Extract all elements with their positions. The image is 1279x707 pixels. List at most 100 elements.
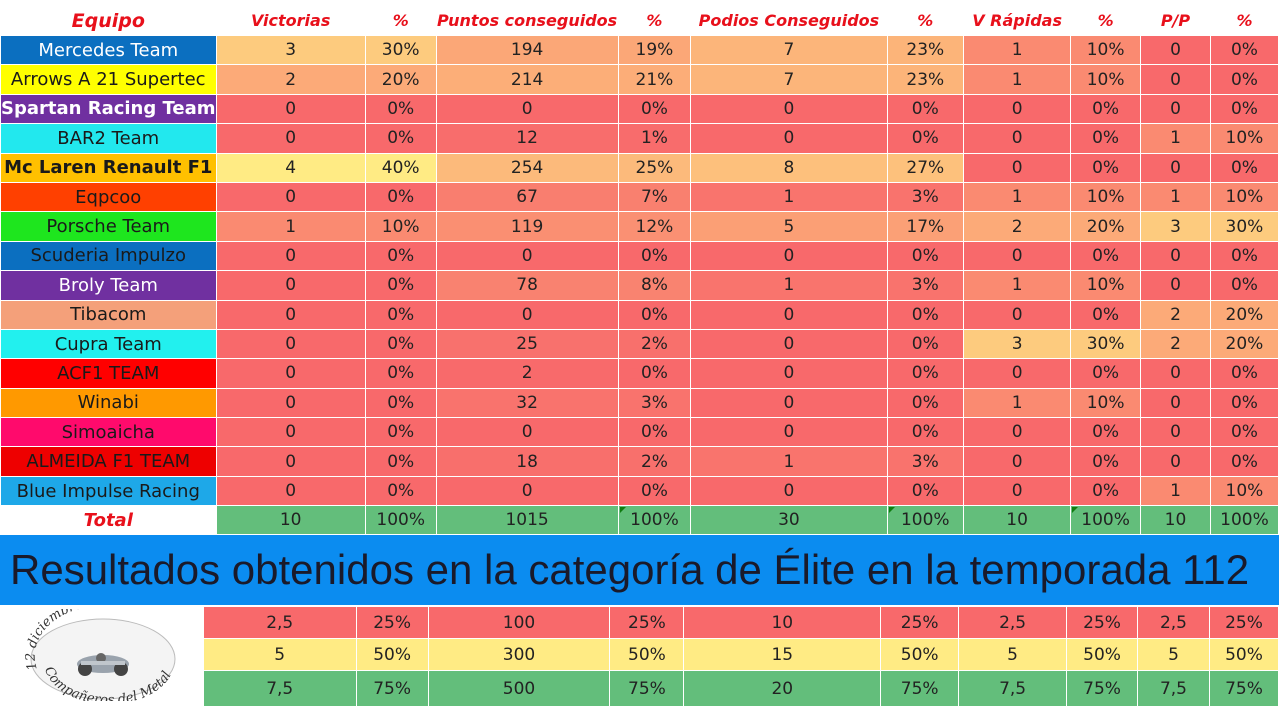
stat-cell: 0 — [690, 358, 888, 389]
team-row: Arrows A 21 Supertec 2 20% 214 21% 7 23% 1 10% 0 0… — [0, 64, 1279, 95]
stat-cell: 0 — [963, 475, 1072, 507]
stat-cell: 30% — [364, 34, 437, 66]
stat-cell: 78 — [435, 270, 619, 301]
stat-cell: 0% — [1209, 93, 1279, 125]
legend-row: 12 diciembre 2017Compañeros del Metal 2,5… — [0, 606, 1279, 707]
stat-cell: 254 — [435, 152, 619, 183]
legend-cell: 50% — [1208, 638, 1279, 671]
stat-cell: 1 — [690, 270, 888, 301]
stat-cell: 0 — [690, 299, 888, 330]
team-row: ALMEIDA F1 TEAM 0 0% 18 2% 1 3% 0 0% 0 0% — [0, 446, 1279, 477]
team-row: Eqpcoo 0 0% 67 7% 1 3% 1 10% 1 10% — [0, 181, 1279, 213]
stat-cell: 2 — [435, 358, 619, 389]
stat-cell: 8% — [617, 270, 692, 301]
stat-cell: 0% — [364, 446, 437, 477]
legend-cell: 10 — [683, 606, 882, 639]
stat-cell: 0 — [435, 299, 619, 330]
team-row: Porsche Team 1 10% 119 12% 5 17% 2 20% 3 30% — [0, 211, 1279, 242]
stat-cell: 0% — [886, 417, 965, 448]
stat-cell: 0% — [886, 240, 965, 272]
stat-cell: 1 — [690, 446, 888, 477]
team-row: Mercedes Team 3 30% 194 19% 7 23% 1 10% 0 0% — [0, 34, 1279, 66]
stat-cell: 0% — [1209, 34, 1279, 66]
team-name: ALMEIDA F1 TEAM — [0, 446, 217, 477]
header-col-8: % — [1070, 5, 1142, 36]
stat-cell: 0% — [1070, 93, 1142, 125]
stat-cell: 0% — [1209, 152, 1279, 183]
legend-cell: 25% — [1208, 606, 1279, 639]
team-name: Mc Laren Renault F1 — [0, 152, 217, 183]
stat-cell: 0 — [1140, 240, 1211, 272]
total-cell: 100% — [1209, 505, 1279, 536]
total-cell: 100% — [1070, 505, 1142, 536]
legend-cell: 75% — [1066, 670, 1138, 707]
stat-cell: 1 — [963, 34, 1072, 66]
stat-cell: 2 — [215, 64, 366, 95]
stat-cell: 10% — [364, 211, 437, 242]
stat-cell: 0 — [963, 152, 1072, 183]
stat-cell: 17% — [886, 211, 965, 242]
stat-cell: 3% — [617, 387, 692, 419]
stat-cell: 0% — [1070, 152, 1142, 183]
stat-cell: 0% — [364, 358, 437, 389]
total-cell: 1015 — [435, 505, 619, 536]
stat-cell: 0% — [1209, 387, 1279, 419]
stat-cell: 0% — [617, 417, 692, 448]
stat-cell: 10% — [1070, 270, 1142, 301]
team-name: Spartan Racing Team — [0, 93, 217, 125]
stat-cell: 7% — [617, 181, 692, 213]
header-col-7: V Rápidas — [963, 5, 1072, 36]
stat-cell: 7 — [690, 64, 888, 95]
stat-cell: 20% — [1070, 211, 1142, 242]
stat-cell: 0% — [886, 358, 965, 389]
stat-cell: 0% — [364, 328, 437, 360]
stat-cell: 1 — [963, 64, 1072, 95]
team-name: Cupra Team — [0, 328, 217, 360]
header-row: Equipo Victorias% Puntos conseguidos% Podio… — [0, 5, 1279, 36]
stat-cell: 0% — [1209, 64, 1279, 95]
legend-cell: 5 — [958, 638, 1068, 671]
team-name: Scuderia Impulzo — [0, 240, 217, 272]
stat-cell: 3 — [215, 34, 366, 66]
stat-cell: 12 — [435, 123, 619, 154]
stat-cell: 2 — [1140, 299, 1211, 330]
stat-cell: 0 — [215, 240, 366, 272]
stat-cell: 1 — [215, 211, 366, 242]
total-cell: 10 — [1140, 505, 1211, 536]
team-name: Mercedes Team — [0, 34, 217, 66]
stat-cell: 0% — [1209, 446, 1279, 477]
legend-cell: 300 — [427, 638, 611, 671]
results-table: Equipo Victorias% Puntos conseguidos% Podio… — [0, 5, 1279, 536]
stat-cell: 0% — [1070, 417, 1142, 448]
stat-cell: 0% — [364, 270, 437, 301]
stat-cell: 0% — [1209, 270, 1279, 301]
stat-cell: 1% — [617, 123, 692, 154]
stat-cell: 12% — [617, 211, 692, 242]
header-col-2: % — [364, 5, 437, 36]
stat-cell: 0 — [1140, 446, 1211, 477]
stat-cell: 0 — [215, 299, 366, 330]
banner-title: Resultados obtenidos en la categoría de … — [10, 546, 1250, 593]
stat-cell: 30% — [1209, 211, 1279, 242]
stat-cell: 10% — [1070, 34, 1142, 66]
stat-cell: 40% — [364, 152, 437, 183]
stat-cell: 0 — [215, 387, 366, 419]
stat-cell: 0 — [1140, 270, 1211, 301]
stat-cell: 18 — [435, 446, 619, 477]
legend-cell: 75% — [1208, 670, 1279, 707]
stat-cell: 10% — [1209, 123, 1279, 154]
team-name: Arrows A 21 Supertec — [0, 64, 217, 95]
stat-cell: 20% — [1209, 328, 1279, 360]
stat-cell: 0 — [215, 270, 366, 301]
cell-note-marker — [888, 507, 895, 514]
stat-cell: 0 — [963, 417, 1072, 448]
total-cell: 10 — [215, 505, 366, 536]
legend-cell: 100 — [427, 606, 611, 639]
stat-cell: 0% — [617, 358, 692, 389]
stat-cell: 0% — [364, 93, 437, 125]
stat-cell: 0 — [690, 328, 888, 360]
stat-cell: 0 — [215, 417, 366, 448]
stat-cell: 3 — [963, 328, 1072, 360]
stat-cell: 1 — [1140, 475, 1211, 507]
stat-cell: 0 — [690, 240, 888, 272]
